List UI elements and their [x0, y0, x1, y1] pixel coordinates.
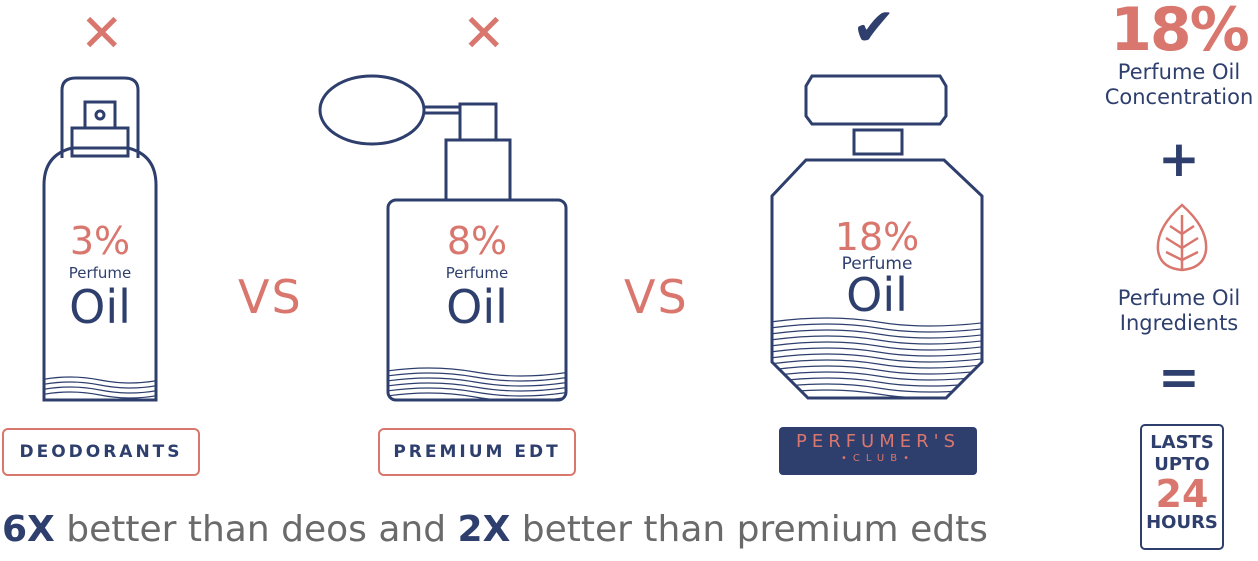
- brand-line1: PERFUMER'S: [795, 431, 961, 452]
- tagline-text-1: better than deos and: [54, 509, 458, 550]
- brand-line2: •CLUB•: [840, 453, 916, 464]
- concentration-block: 18% Perfume Oil Concentration: [1100, 0, 1258, 110]
- tagline-6x: 6X: [2, 509, 55, 550]
- vs-label: VS: [624, 270, 689, 324]
- pc-percent: 18%: [834, 215, 920, 259]
- pc-oil-label: Oil: [846, 268, 908, 322]
- lasts-badge: LASTS UPTO 24 HOURS: [1140, 424, 1224, 550]
- edt-oil-label: Oil: [446, 280, 508, 334]
- pc-waves-icon: [772, 317, 982, 398]
- tagline: 6X better than deos and 2X better than p…: [2, 512, 988, 548]
- cross-icon: ✕: [462, 4, 506, 64]
- concentration-value: 18%: [1110, 0, 1250, 65]
- lasts-line2: UPTO: [1154, 454, 1210, 475]
- leaf-icon: [1156, 203, 1208, 272]
- lasts-line4: HOURS: [1146, 512, 1218, 533]
- lasts-line1: LASTS: [1150, 432, 1214, 453]
- edt-percent: 8%: [446, 219, 508, 263]
- edt-perfume-label: Perfume: [445, 264, 509, 282]
- concentration-label-2: Concentration: [1104, 85, 1254, 109]
- premium-edt-label: PREMIUM EDT: [378, 428, 576, 476]
- deodorant-bottle-icon: [42, 76, 158, 402]
- deo-oil-label: Oil: [69, 280, 131, 334]
- deo-perfume-label: Perfume: [68, 264, 132, 282]
- equals-sign: =: [1158, 348, 1200, 406]
- concentration-label-1: Perfume Oil: [1117, 60, 1241, 84]
- deo-waves-icon: [44, 376, 156, 399]
- edt-bottle-icon: [318, 74, 568, 402]
- ingredients-label-1: Perfume Oil: [1117, 286, 1241, 310]
- lasts-value: 24: [1155, 472, 1209, 516]
- perfumers-club-logo: PERFUMER'S •CLUB•: [779, 427, 977, 475]
- plus-sign: +: [1158, 130, 1200, 188]
- ingredients-block: Perfume Oil Ingredients: [1100, 286, 1258, 336]
- deo-percent: 3%: [69, 219, 131, 263]
- ingredients-label-2: Ingredients: [1119, 311, 1239, 335]
- vs-label: VS: [238, 270, 303, 324]
- cross-icon: ✕: [80, 4, 124, 64]
- deodorants-label: DEODORANTS: [2, 428, 200, 476]
- edt-waves-icon: [388, 367, 566, 400]
- tagline-text-2: better than premium edts: [510, 509, 988, 550]
- check-icon: ✔: [852, 0, 896, 58]
- tagline-2x: 2X: [457, 509, 511, 550]
- pc-perfume-label: Perfume: [841, 254, 913, 274]
